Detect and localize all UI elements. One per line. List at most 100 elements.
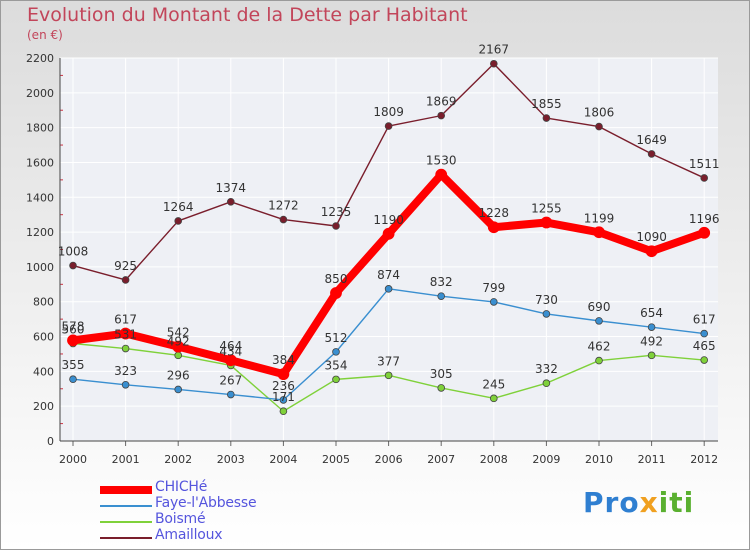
x-tick-label: 2004 — [269, 453, 297, 466]
series-1-point — [121, 380, 130, 389]
legend-swatch — [100, 505, 152, 507]
series-3-data-label: 925 — [114, 259, 137, 273]
series-0-data-label: 1090 — [636, 230, 667, 244]
series-0-data-label: 542 — [167, 326, 190, 340]
series-3-data-label: 2167 — [479, 43, 510, 57]
x-tick-label: 2010 — [585, 453, 613, 466]
x-tick-label: 2000 — [59, 453, 87, 466]
series-0-point — [382, 227, 395, 240]
series-3-data-label: 1869 — [426, 95, 457, 109]
series-2-point — [700, 356, 708, 364]
y-tick-label: 1600 — [26, 156, 54, 169]
series-0-data-label: 1255 — [531, 202, 562, 216]
series-2-data-label: 305 — [430, 367, 453, 381]
series-2-point — [595, 356, 603, 365]
brand-logo: Proxiti — [583, 486, 694, 519]
series-3-data-label: 1809 — [373, 105, 404, 119]
series-2-data-label: 465 — [693, 339, 716, 353]
series-1-data-label: 323 — [114, 364, 137, 378]
x-tick-label: 2011 — [638, 453, 666, 466]
legend-swatch — [100, 486, 152, 494]
series-1-point — [332, 348, 340, 356]
series-1-data-label: 874 — [377, 268, 400, 282]
brand-logo-part-a: Pro — [583, 486, 640, 519]
series-1-data-label: 730 — [535, 293, 558, 307]
series-1-data-label: 799 — [482, 281, 505, 295]
series-0-data-label: 1199 — [584, 211, 615, 225]
series-3-point — [647, 150, 656, 158]
y-tick-label: 600 — [33, 331, 54, 344]
y-tick-label: 0 — [47, 435, 54, 448]
x-tick-label: 2001 — [112, 453, 140, 466]
x-tick-label: 2003 — [217, 453, 245, 466]
series-3-point — [700, 174, 708, 182]
series-2-point — [542, 379, 551, 388]
series-0-data-label: 464 — [219, 339, 242, 353]
legend-swatch — [100, 537, 152, 539]
series-0-point — [435, 168, 448, 181]
series-2-point — [384, 371, 393, 380]
x-tick-label: 2012 — [690, 453, 718, 466]
series-1-point — [542, 310, 551, 318]
y-tick-label: 400 — [33, 365, 54, 378]
x-tick-label: 2009 — [532, 453, 560, 466]
legend-label: CHICHé — [155, 479, 208, 495]
series-3-point — [279, 215, 288, 224]
series-1-data-label: 236 — [272, 379, 295, 393]
y-tick-label: 800 — [33, 296, 54, 309]
series-0-data-label: 1196 — [689, 212, 720, 226]
series-3-data-label: 1008 — [58, 245, 89, 259]
series-1-point — [227, 390, 235, 399]
series-1-point — [437, 292, 446, 300]
series-2-point — [121, 344, 130, 353]
legend-label: Amailloux — [155, 527, 223, 543]
x-tick-label: 2005 — [322, 453, 350, 466]
series-2-data-label: 245 — [482, 377, 505, 391]
legend-swatch — [100, 521, 152, 523]
series-1-point — [279, 396, 288, 404]
y-tick-label: 1000 — [26, 261, 54, 274]
series-0-point — [487, 221, 500, 234]
series-0-point — [698, 226, 711, 239]
series-3-point — [121, 276, 130, 284]
series-3-data-label: 1855 — [531, 97, 562, 111]
series-0-data-label: 384 — [272, 353, 295, 367]
series-0-data-label: 617 — [114, 313, 137, 327]
series-1-data-label: 617 — [693, 313, 716, 327]
series-0-data-label: 1190 — [373, 213, 404, 227]
series-3-point — [489, 59, 498, 68]
series-3-point — [437, 111, 446, 120]
series-0-point — [645, 245, 658, 258]
series-2-point — [437, 384, 446, 392]
series-3-data-label: 1511 — [689, 157, 720, 171]
series-2-point — [489, 394, 498, 403]
series-0-point — [593, 226, 605, 239]
series-1-data-label: 832 — [430, 275, 453, 289]
series-3-data-label: 1806 — [584, 106, 615, 120]
y-tick-label: 2000 — [26, 87, 54, 100]
series-2-data-label: 492 — [640, 334, 663, 348]
series-2-data-label: 560 — [62, 323, 85, 337]
series-2-point — [647, 351, 656, 360]
series-3-point — [69, 261, 77, 270]
series-2-data-label: 462 — [588, 340, 611, 354]
x-tick-label: 2007 — [427, 453, 455, 466]
series-1-data-label: 267 — [219, 374, 242, 388]
series-0-point — [224, 354, 237, 367]
series-2-data-label: 377 — [377, 354, 400, 368]
series-3-point — [174, 217, 183, 225]
series-1-point — [69, 375, 77, 383]
series-0-point — [67, 334, 79, 347]
series-1-point — [174, 385, 183, 394]
y-tick-label: 2200 — [26, 52, 54, 65]
legend-label: Boismé — [155, 511, 206, 527]
chart-unit: (en €) — [27, 28, 63, 42]
series-0-point — [119, 327, 132, 340]
y-tick-label: 1800 — [26, 122, 54, 135]
series-2-point — [279, 407, 288, 416]
series-0-data-label: 578 — [62, 319, 85, 333]
series-1-point — [384, 285, 393, 293]
series-3-data-label: 1264 — [163, 200, 194, 214]
series-2-data-label: 492 — [167, 334, 190, 348]
